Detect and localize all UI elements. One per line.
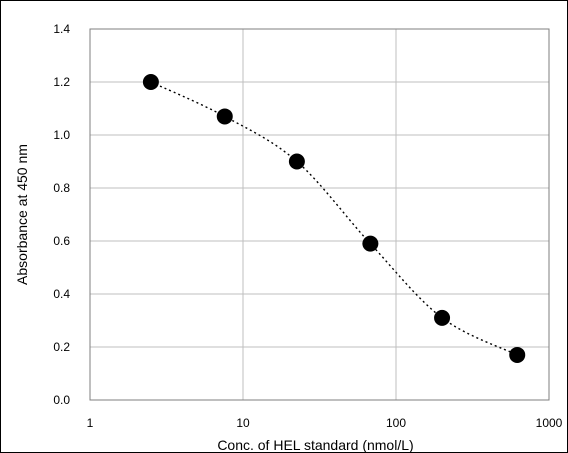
y-tick-label: 0.0 <box>53 393 70 407</box>
gridlines <box>89 28 550 401</box>
data-point <box>362 235 379 252</box>
data-points <box>142 74 526 363</box>
x-tick-label: 100 <box>386 416 406 430</box>
fit-curve <box>150 81 518 356</box>
x-axis-title: Conc. of HEL standard (nmol/L) <box>217 437 413 453</box>
y-tick-label: 1.4 <box>53 22 70 36</box>
y-tick-label: 1.0 <box>53 128 70 142</box>
data-point <box>434 309 451 326</box>
plot-area <box>89 28 550 401</box>
x-tick-label: 10 <box>236 416 250 430</box>
data-point <box>142 74 159 90</box>
y-axis-title: Absorbance at 450 nm <box>14 144 30 285</box>
y-tick-label: 1.2 <box>53 75 70 89</box>
y-tick-label: 0.2 <box>53 340 70 354</box>
x-tick-label: 1 <box>87 416 94 430</box>
data-point <box>509 346 526 363</box>
y-tick-label: 0.6 <box>53 234 70 248</box>
y-tick-label: 0.8 <box>53 181 70 195</box>
data-point <box>216 108 233 125</box>
data-point <box>288 153 305 170</box>
x-tick-label: 1000 <box>536 416 563 430</box>
y-tick-label: 0.4 <box>53 287 70 301</box>
x-tick-labels: 1 10 100 1000 <box>87 416 563 430</box>
y-tick-labels: 0.0 0.2 0.4 0.6 0.8 1.0 1.2 1.4 <box>53 22 70 407</box>
